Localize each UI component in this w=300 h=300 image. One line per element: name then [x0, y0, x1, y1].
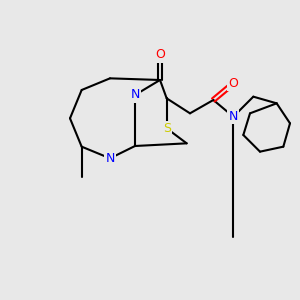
Text: N: N: [130, 88, 140, 101]
Text: N: N: [229, 110, 238, 123]
Text: O: O: [155, 49, 165, 62]
Text: S: S: [163, 122, 171, 135]
Text: O: O: [228, 77, 238, 90]
Text: N: N: [105, 152, 115, 165]
